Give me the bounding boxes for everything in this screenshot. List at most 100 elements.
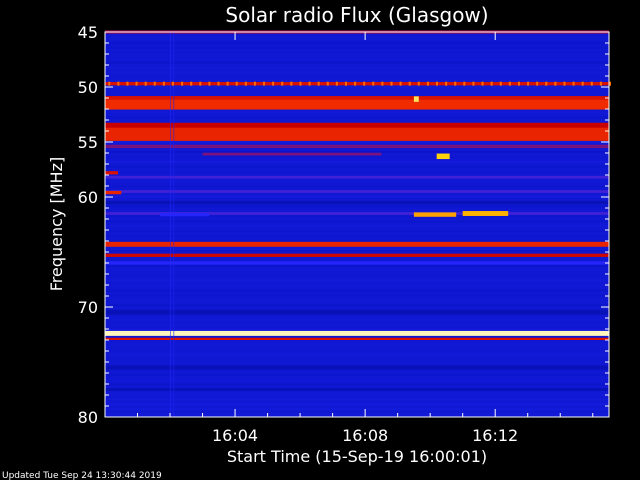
dotted-emission [135, 81, 138, 86]
frequency-band [105, 241, 609, 247]
x-tick-label: 16:08 [342, 426, 388, 445]
noise-row [105, 225, 609, 228]
dotted-emission [417, 81, 420, 86]
y-tick-label: 50 [78, 78, 98, 97]
noise-row [105, 180, 609, 183]
frequency-band [105, 144, 609, 149]
noise-row [105, 160, 609, 163]
noise-row [105, 378, 609, 381]
frequency-band [105, 122, 609, 129]
noise-row [105, 155, 609, 158]
noise-row [105, 393, 609, 396]
noise-row [105, 363, 609, 366]
frequency-band [105, 253, 609, 257]
dotted-emission [408, 81, 411, 86]
dotted-emission [308, 81, 311, 86]
dotted-emission [153, 81, 156, 86]
noise-row [105, 304, 609, 307]
noise-row [105, 368, 609, 371]
dotted-emission [508, 81, 511, 86]
noise-row [105, 274, 609, 277]
noise-row [105, 398, 609, 401]
dotted-emission [335, 81, 338, 86]
frequency-band [105, 337, 609, 340]
dotted-emission [554, 81, 557, 86]
noise-row [105, 215, 609, 218]
noise-row [105, 353, 609, 356]
noise-row [105, 279, 609, 282]
x-tick-label: 16:04 [212, 426, 258, 445]
noise-row [105, 46, 609, 50]
noise-row [105, 220, 609, 223]
dotted-emission [454, 81, 457, 86]
dotted-emission [354, 81, 357, 86]
dotted-emission [426, 81, 429, 86]
plot-frame [104, 31, 610, 418]
noise-row [105, 284, 609, 287]
dotted-emission [190, 81, 193, 86]
dotted-emission [226, 81, 229, 86]
dotted-emission [144, 81, 147, 86]
vertical-streak [173, 32, 175, 417]
noise-row [105, 185, 609, 188]
dotted-emission [572, 81, 575, 86]
noise-row [105, 86, 609, 89]
y-tick-label: 45 [78, 23, 98, 42]
frequency-band [105, 212, 609, 215]
y-tick-label: 55 [78, 133, 98, 152]
noise-row [105, 36, 609, 40]
noise-row [105, 373, 609, 376]
emission-burst [105, 171, 119, 175]
noise-row [105, 56, 609, 59]
dotted-emission [599, 81, 602, 86]
dotted-emission [217, 81, 220, 86]
dotted-emission [436, 81, 439, 86]
dotted-emission [481, 81, 484, 86]
vertical-streak [170, 32, 172, 417]
dotted-emission [517, 81, 520, 86]
dotted-emission [499, 81, 502, 86]
spectrogram-plot-area [105, 30, 611, 417]
dotted-emission [281, 81, 284, 86]
frequency-band [105, 175, 609, 179]
noise-row [105, 150, 609, 153]
frequency-band [105, 96, 609, 100]
noise-row [105, 121, 609, 124]
emission-burst [105, 190, 122, 195]
y-axis-ticks: 45 50 55 60 70 80 [78, 23, 609, 427]
dotted-emission [317, 81, 320, 86]
dotted-emission [545, 81, 548, 86]
frequency-band [105, 82, 609, 86]
noise-row [105, 66, 609, 69]
dotted-emission [372, 81, 375, 86]
noise-row [105, 140, 609, 144]
frequency-band [105, 310, 609, 315]
dotted-emission [244, 81, 247, 86]
noise-row [105, 76, 609, 79]
noise-row [105, 329, 609, 332]
dotted-emission [363, 81, 366, 86]
noise-row [105, 239, 609, 243]
dotted-emission [445, 81, 448, 86]
dotted-emission [399, 81, 402, 86]
frequency-band [105, 365, 609, 370]
dotted-emission [390, 81, 393, 86]
noise-row [105, 234, 609, 238]
x-tick-label: 16:12 [472, 426, 518, 445]
noise-row [105, 408, 609, 411]
noise-row [105, 170, 609, 173]
noise-row [105, 348, 609, 351]
dotted-emission [381, 81, 384, 86]
dotted-emission [181, 81, 184, 86]
noise-row [105, 205, 609, 208]
noise-row [105, 403, 609, 406]
noise-row [105, 230, 609, 233]
dotted-emission [199, 81, 202, 86]
updated-timestamp: Updated Tue Sep 24 13:30:44 2019 [2, 471, 162, 480]
dotted-emission [344, 81, 347, 86]
dotted-emission [272, 81, 275, 86]
noise-row [105, 116, 609, 119]
emission-burst [462, 211, 509, 216]
noise-row [105, 249, 609, 252]
